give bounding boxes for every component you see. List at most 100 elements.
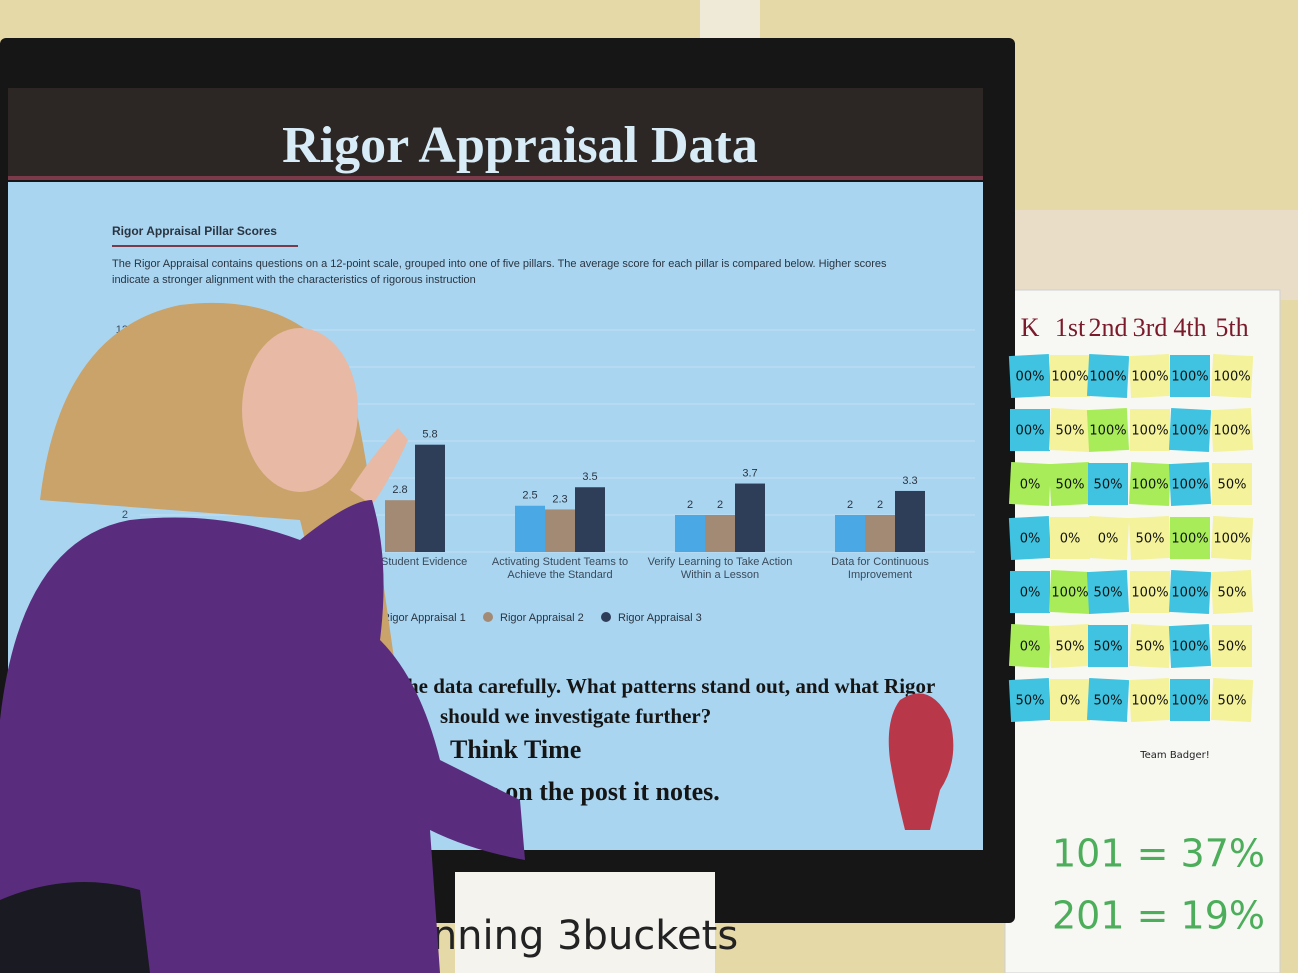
sticky-note <box>1008 515 1052 561</box>
grade-label: K <box>1021 313 1040 342</box>
x-tick-label: Verify Learning to Take Action Within a … <box>647 556 793 581</box>
x-tick-label: Activating Student Teams to Achieve the … <box>491 556 629 581</box>
bar <box>415 444 445 552</box>
data-label: 3.7 <box>742 467 757 479</box>
bar <box>835 515 865 552</box>
data-label: 2 <box>717 499 723 511</box>
note-text: 00% <box>1016 424 1045 439</box>
note-text: 100% <box>1131 424 1168 439</box>
note-text: 100% <box>1131 478 1168 493</box>
data-label: 3.3 <box>902 475 917 487</box>
sticky-note <box>1130 409 1170 451</box>
note-text: 00% <box>1016 370 1045 385</box>
note-text: 100% <box>1171 478 1208 493</box>
note-text: 100% <box>1171 424 1208 439</box>
note-text: 100% <box>1051 586 1088 601</box>
sticky-note <box>1048 461 1092 507</box>
face <box>242 328 358 492</box>
sticky-note <box>1008 461 1052 507</box>
sticky-note <box>1128 623 1172 669</box>
note-text: 100% <box>1131 694 1168 709</box>
data-label: 5.8 <box>422 429 437 441</box>
sticky-note <box>1128 461 1172 507</box>
sticky-note <box>1168 407 1212 453</box>
sticky-note <box>1170 679 1210 721</box>
x-tick-label: Data for Continuous Improvement <box>831 556 929 581</box>
note-text: 50% <box>1094 478 1123 493</box>
raised-hand <box>350 428 408 505</box>
note-text: 50% <box>1218 640 1247 655</box>
note-text: 100% <box>1089 424 1126 439</box>
note-text: 50% <box>1056 478 1085 493</box>
note-text: 100% <box>1171 694 1208 709</box>
chart-title: Rigor Appraisal Pillar Scores <box>112 224 277 238</box>
sticky-note <box>1210 407 1254 453</box>
pants <box>0 882 150 973</box>
sticky-note <box>1168 569 1212 615</box>
sticky-note <box>1086 407 1130 453</box>
note-text: 100% <box>1171 370 1208 385</box>
sticky-note <box>1128 515 1172 561</box>
note-text: 100% <box>1213 370 1250 385</box>
note-text: 100% <box>1131 586 1168 601</box>
sticky-note <box>1086 353 1130 399</box>
note-text: 100% <box>1171 586 1208 601</box>
chart-subtitle: The Rigor Appraisal contains questions o… <box>112 258 887 286</box>
equation: 201 = 19% <box>1052 894 1265 938</box>
grade-label: 5th <box>1215 313 1248 342</box>
note-text: 50% <box>1136 532 1165 547</box>
sticky-note <box>1130 571 1170 613</box>
sticky-note <box>1086 677 1130 723</box>
note-text: 0% <box>1020 640 1041 655</box>
note-text: 0% <box>1020 532 1041 547</box>
sticky-note <box>1210 353 1254 399</box>
bar <box>705 515 735 552</box>
sticky-note <box>1128 677 1172 723</box>
data-label: 2 <box>687 499 693 511</box>
category-box: Verify Learning to Take Action Within a … <box>647 556 793 581</box>
note-text: 50% <box>1056 640 1085 655</box>
sticky-note <box>1050 517 1090 559</box>
grade-label: 1st <box>1055 313 1086 342</box>
sticky-note <box>1010 571 1050 613</box>
sticky-note <box>1010 409 1050 451</box>
legend-label: Rigor Appraisal 1 <box>382 612 466 624</box>
data-label: 2 <box>847 499 853 511</box>
title-rule <box>8 176 983 180</box>
sticky-note <box>1210 569 1254 615</box>
bar <box>865 515 895 552</box>
sticky-note <box>1170 517 1210 559</box>
sticky-note <box>1048 623 1092 669</box>
prompt-line: should we investigate further? <box>440 704 711 728</box>
title-band <box>8 88 983 180</box>
bar <box>575 487 605 552</box>
sticky-note <box>1008 623 1052 669</box>
note-text: 0% <box>1020 586 1041 601</box>
category-box: Data for Continuous Improvement <box>831 556 929 581</box>
data-label: 2 <box>877 499 883 511</box>
sticky-note <box>1212 625 1252 667</box>
prompt-line: the data carefully. What patterns stand … <box>400 674 935 698</box>
note-text: 0% <box>1060 694 1081 709</box>
sticky-note <box>1168 461 1212 507</box>
grade-label: 4th <box>1173 313 1206 342</box>
sticky-note <box>1088 625 1128 667</box>
bar <box>515 505 545 552</box>
legend-swatch <box>601 612 611 622</box>
bar <box>385 500 415 552</box>
data-label: 3.5 <box>582 471 597 483</box>
note-text: 50% <box>1094 586 1123 601</box>
note-text: 0% <box>1020 478 1041 493</box>
data-label: 2.8 <box>392 484 407 496</box>
category-box: Activating Student Teams to Achieve the … <box>491 556 629 581</box>
sticky-note <box>1088 463 1128 505</box>
desc-box: The Rigor Appraisal contains questions o… <box>112 258 887 286</box>
sign-text: nning 3buckets <box>432 913 738 959</box>
y-tick-label: 2 <box>122 509 128 521</box>
note-text: 100% <box>1213 532 1250 547</box>
bar <box>895 490 925 552</box>
legend-swatch <box>483 612 493 622</box>
